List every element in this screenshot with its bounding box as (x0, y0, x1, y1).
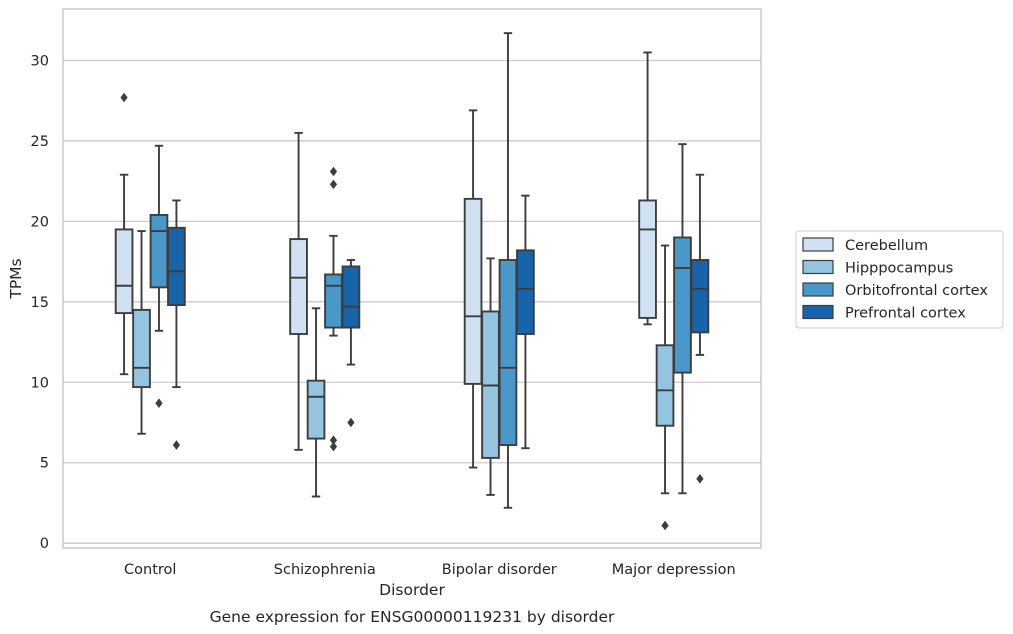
outlier-marker (120, 92, 128, 103)
outlier-marker (329, 179, 338, 190)
x-tick-label: Bipolar disorder (442, 562, 557, 578)
y-tick-label: 5 (40, 456, 49, 472)
box (289, 131, 308, 451)
box-body (289, 238, 308, 335)
x-tick-label: Schizophrenia (274, 562, 376, 578)
y-tick-label: 20 (31, 214, 49, 230)
legend-label: Hipppocampus (845, 261, 953, 277)
box (114, 92, 134, 376)
outlier-marker (329, 435, 338, 445)
box (149, 144, 169, 408)
outlier-marker (696, 474, 704, 484)
outlier-marker (661, 520, 669, 531)
series-group (167, 173, 710, 484)
legend-label: Orbitofrontal cortex (845, 283, 988, 299)
y-tick-label: 30 (31, 53, 49, 69)
box (690, 173, 710, 484)
y-tick-label: 10 (31, 375, 49, 391)
box-series (114, 32, 710, 531)
legend-swatch (802, 304, 834, 320)
box (306, 307, 326, 498)
y-tick-label: 15 (31, 295, 49, 311)
box-body (516, 249, 535, 335)
plot-area (62, 8, 762, 549)
box (516, 194, 535, 450)
outlier-marker (329, 166, 338, 177)
box-body (673, 236, 692, 374)
x-axis-ticks: Control Schizophrenia Bipolar disorder Majo… (124, 562, 736, 578)
box-body (114, 228, 134, 315)
box (463, 109, 483, 469)
box (341, 259, 361, 428)
box (167, 199, 186, 450)
box (638, 51, 657, 326)
box-body (341, 265, 361, 329)
series-group (132, 230, 675, 531)
legend-swatch (802, 237, 834, 252)
legend-swatch (802, 259, 834, 275)
box-body (149, 213, 169, 289)
outlier-marker (347, 417, 355, 428)
box-body (324, 273, 343, 329)
outlier-marker (329, 441, 338, 452)
outlier-marker (172, 440, 181, 450)
y-axis-title: TPMs (7, 258, 25, 299)
y-tick-label: 25 (31, 134, 49, 150)
x-axis-title: Disorder (379, 581, 445, 599)
series-group (114, 51, 657, 469)
box-body (498, 259, 518, 446)
legend-label: Prefrontal cortex (845, 306, 966, 322)
box (132, 230, 151, 435)
box-body (167, 226, 186, 306)
chart-title: Gene expression for ENSG00000119231 by d… (210, 608, 615, 626)
box-body (132, 308, 151, 389)
x-tick-label: Control (124, 562, 176, 578)
box-body (638, 199, 657, 319)
outlier-marker (155, 398, 163, 408)
y-axis-ticks: 0 5 10 15 20 25 30 (31, 53, 49, 552)
box-body (463, 197, 483, 385)
y-tick-label: 0 (40, 536, 49, 552)
box (655, 244, 675, 531)
legend: Cerebellum Hipppocampus Orbitofrontal cort… (795, 230, 1004, 329)
box-body (690, 259, 710, 334)
plot-frame (62, 8, 762, 549)
box-body (655, 344, 675, 427)
box-body (306, 379, 326, 440)
legend-swatch (802, 282, 834, 297)
legend-frame (795, 230, 1004, 329)
legend-label: Cerebellum (845, 238, 928, 254)
box (498, 32, 518, 509)
x-tick-label: Major depression (612, 562, 736, 578)
